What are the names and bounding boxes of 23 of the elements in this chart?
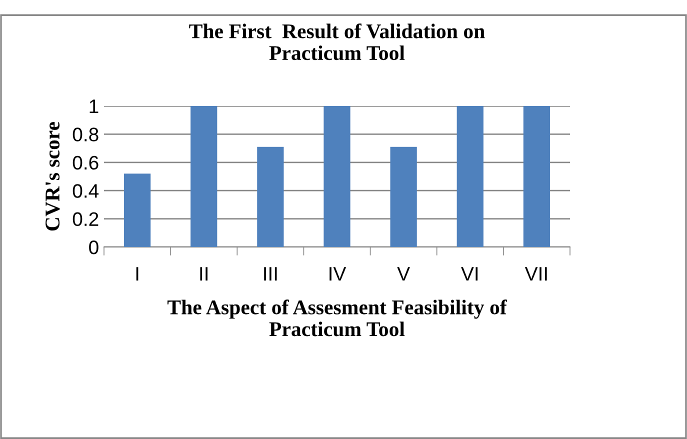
y-tick-label: 0.2 bbox=[72, 212, 98, 226]
bar bbox=[523, 106, 550, 247]
bar bbox=[190, 106, 218, 247]
y-axis-title: CVR's score bbox=[46, 122, 60, 231]
y-tick-label: 0.6 bbox=[72, 156, 98, 170]
x-tick-label: V bbox=[397, 267, 410, 281]
bar bbox=[257, 146, 284, 247]
chart-title: The First Result of Validation on Practicum Tool bbox=[189, 23, 485, 60]
y-tick-label: 0.4 bbox=[72, 184, 99, 198]
x-axis-title: The Aspect of Assesment Feasibility of Practicum Tool bbox=[167, 300, 508, 336]
y-tick-label: 0 bbox=[89, 240, 98, 254]
x-tick-label: II bbox=[200, 267, 208, 281]
x-tick-label: VI bbox=[461, 267, 478, 281]
y-tick-label: 1 bbox=[90, 100, 98, 114]
bar bbox=[324, 106, 350, 247]
bar bbox=[124, 174, 151, 247]
x-tick-label: VII bbox=[524, 267, 547, 281]
bar bbox=[390, 146, 417, 247]
x-tick-label: I bbox=[136, 267, 138, 281]
y-tick-label: 0.8 bbox=[72, 128, 98, 142]
bar bbox=[456, 106, 484, 247]
x-tick-label: IV bbox=[330, 267, 346, 281]
x-tick-label: III bbox=[264, 267, 277, 281]
